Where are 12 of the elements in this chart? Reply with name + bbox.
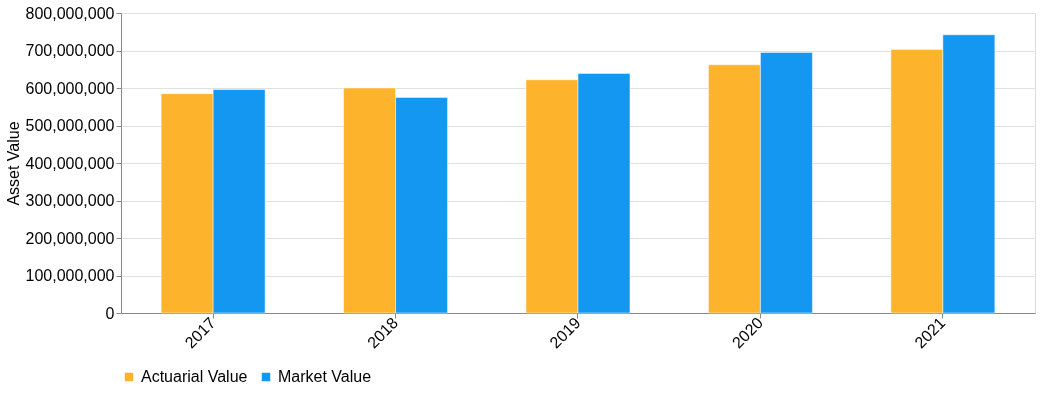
legend-label: Market Value xyxy=(278,368,372,385)
y-tick-label: 0 xyxy=(105,304,115,322)
y-tick-label: 500,000,000 xyxy=(25,117,115,134)
y-tick-label: 100,000,000 xyxy=(25,267,115,284)
y-tick-label: 600,000,000 xyxy=(25,79,115,97)
y-tick-label: 700,000,000 xyxy=(25,42,115,59)
y-tick-label: 200,000,000 xyxy=(25,229,115,247)
y-tick-label: 800,000,000 xyxy=(25,4,115,22)
y-tick-label: 300,000,000 xyxy=(25,192,115,209)
legend-label: Actuarial Value xyxy=(141,368,248,385)
y-axis-title: Asset Value xyxy=(4,121,22,206)
y-tick-label: 400,000,000 xyxy=(25,154,115,172)
